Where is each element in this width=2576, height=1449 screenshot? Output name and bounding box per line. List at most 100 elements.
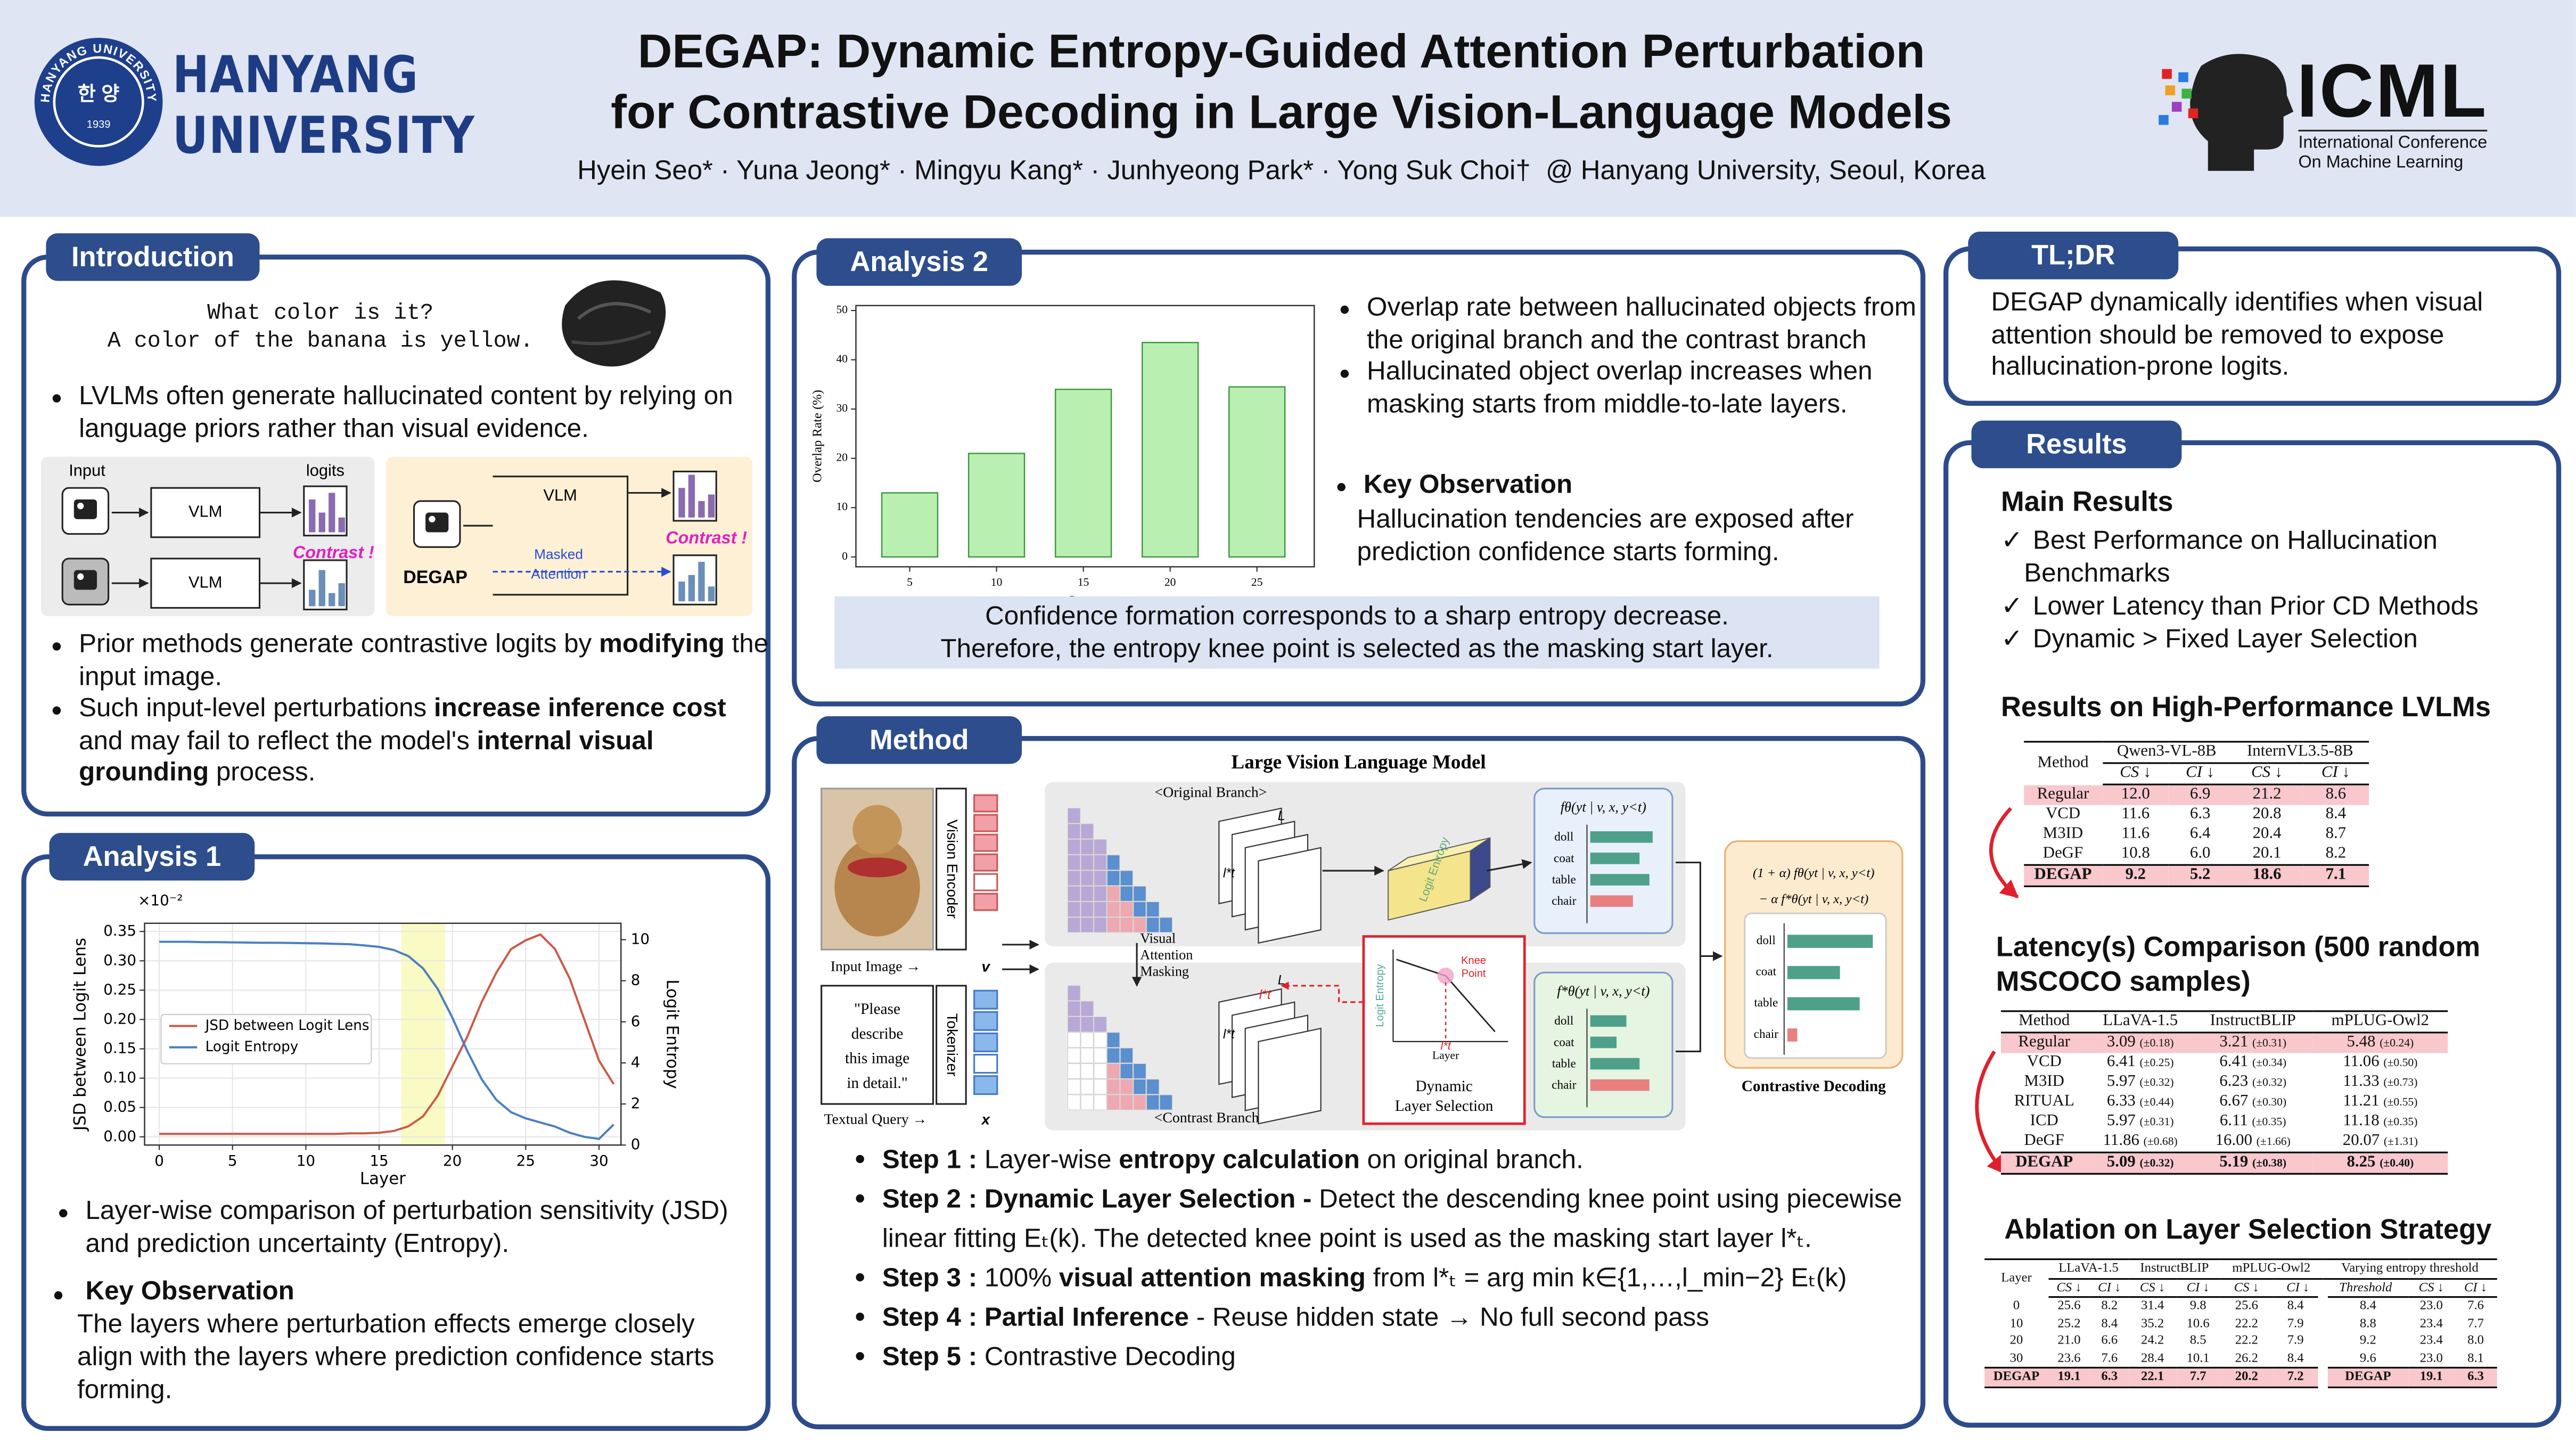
x-tick-label: 10 (991, 576, 1003, 588)
label: VLM (543, 486, 577, 504)
cell-value: 16.00 (2215, 1132, 2253, 1150)
shape (1470, 837, 1491, 902)
table-row: DEGAP 9.2 5.2 18.6 7.1 (2024, 865, 2369, 887)
table-cell: 5.19 (±0.38) (2193, 1152, 2313, 1174)
shape (1107, 902, 1120, 917)
bold-text: internal visual grounding (79, 727, 654, 787)
subheader-cell: CS ↓ (2408, 1278, 2455, 1298)
bold-text: modifying (598, 631, 725, 659)
shape (329, 493, 335, 533)
x-tick-label: 15 (370, 1152, 388, 1169)
y-tick-label: 0.05 (103, 1098, 136, 1116)
results-subheading: Main Results (2001, 486, 2173, 518)
cell-value: 5.97 (2106, 1112, 2136, 1131)
text: on original branch. (1359, 1147, 1584, 1175)
cell-value: 3.21 (2219, 1033, 2249, 1052)
table-cell: 11.86 (±0.68) (2088, 1132, 2193, 1153)
table-cell: 3.09 (±0.18) (2087, 1032, 2193, 1053)
header-cell: Method (2001, 1011, 2088, 1034)
ablation-table: Layer LLaVA-1.5 InstructBLIP mPLUG-Owl2 Vary… (1984, 1258, 2497, 1388)
shape (1080, 823, 1094, 839)
y-tick-label: 0.10 (103, 1069, 136, 1086)
table-cell: M3ID (2024, 1073, 2064, 1091)
shape (1107, 1079, 1120, 1095)
shape (1989, 807, 2019, 898)
text: 100% (984, 1265, 1059, 1293)
seal-ring (53, 56, 144, 148)
shape (1068, 839, 1081, 855)
table-cell: 23.0 (2419, 1349, 2443, 1365)
y2-tick-label: 8 (631, 971, 641, 989)
label: DEGAP (403, 567, 467, 587)
shape (1744, 912, 1887, 1059)
label: Attention (531, 566, 586, 582)
shape (1080, 902, 1094, 917)
university-line: HANYANG (172, 46, 419, 105)
table-cell: DEGAP (2317, 1368, 2409, 1387)
shape (708, 494, 715, 518)
cell-std: (±0.25) (2139, 1056, 2174, 1070)
check-mark: ✓ (2001, 593, 2023, 621)
table-cell: 6.3 (2090, 1368, 2129, 1387)
y-tick-label: 40 (836, 353, 848, 365)
example-line: What color is it? (207, 302, 434, 327)
step-list: Step 1 : Layer-wise entropy calculation … (846, 1142, 1917, 1378)
label: Input Image → (831, 958, 921, 975)
shape (577, 302, 652, 320)
shape (2162, 69, 2172, 79)
label: l*t (1259, 988, 1271, 1002)
latency-table: Method LLaVA-1.5 InstructBLIP mPLUG-Owl2 Reg… (2001, 1010, 2448, 1175)
table-cell: ICD (2030, 1112, 2058, 1131)
shape (973, 873, 998, 891)
bullet-list: Layer-wise comparison of perturbation se… (50, 1196, 759, 1260)
shape (1590, 853, 1640, 864)
table-cell: 21.0 (2057, 1332, 2081, 1347)
table-cell: Regular (2001, 1032, 2088, 1053)
shape (973, 1032, 998, 1052)
label: l*t (1441, 1039, 1451, 1052)
text: Layer-wise (984, 1147, 1119, 1175)
table-cell: 8.8 (2317, 1315, 2409, 1332)
shape (73, 570, 97, 590)
cell-value: 6.33 (2106, 1092, 2136, 1111)
label: L (1278, 809, 1285, 823)
results-subheading: Results on High-Performance LVLMs (2001, 691, 2491, 723)
label: (1 + α) fθ(yt | v, x, y<t) (1753, 866, 1874, 880)
cell-value: 11.86 (2103, 1132, 2139, 1150)
bullet: Step 2 : Dynamic Layer Selection - Detec… (856, 1181, 1917, 1260)
label: Contrast ! (666, 528, 747, 547)
subheader-cell: Threshold (2323, 1278, 2409, 1298)
table-cell: 5.48 (±0.24) (2312, 1032, 2448, 1053)
label: chair (1754, 1027, 1779, 1041)
shape (493, 476, 629, 596)
shape (1146, 1094, 1160, 1110)
y-tick-label: 0.00 (103, 1127, 136, 1145)
cell-std: (±0.31) (2139, 1115, 2174, 1129)
label: VLM (188, 572, 222, 591)
table-row: 10 25.2 8.4 35.2 10.6 22.2 7.9 8.8 23.4 7.7 (1984, 1315, 2497, 1332)
table-cell: 31.4 (2140, 1298, 2164, 1313)
text: and may fail to reflect the model's (79, 727, 477, 755)
table-cell: 23.4 (2419, 1315, 2443, 1330)
label: Layer Selection (1395, 1098, 1494, 1115)
shape (1080, 870, 1094, 886)
table-cell: 16.00 (±1.66) (2193, 1132, 2313, 1153)
text: - Reuse hidden state → No full second pa… (1189, 1304, 1709, 1332)
shape (1159, 917, 1172, 933)
table-cell: 6.3 (2189, 805, 2211, 823)
shape (1080, 917, 1094, 933)
results-subheading: Latency(s) Comparison (500 random MSCOCO… (1996, 931, 2481, 997)
table-cell: 10.1 (2186, 1349, 2210, 1365)
shape (1107, 886, 1120, 902)
table-cell: 6.11 (±0.35) (2193, 1112, 2313, 1132)
bullet: Prior methods generate contrastive logit… (52, 629, 769, 693)
shape (973, 989, 998, 1010)
shape (1080, 1032, 1094, 1048)
table-cell: 5.97 (±0.32) (2088, 1073, 2193, 1093)
plot-frame (144, 922, 622, 1146)
shape (973, 853, 998, 872)
shape (1094, 1017, 1107, 1032)
shape (1120, 1094, 1133, 1110)
